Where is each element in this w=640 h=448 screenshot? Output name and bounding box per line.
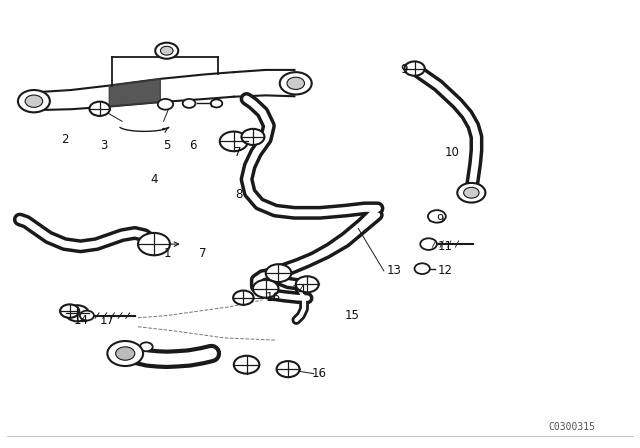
Circle shape [458,183,485,202]
Text: 2: 2 [61,133,69,146]
Text: 1: 1 [164,246,171,259]
Circle shape [161,46,173,55]
Text: 7: 7 [234,146,241,159]
Circle shape [415,263,430,274]
Circle shape [276,361,300,377]
Text: 16: 16 [312,367,326,380]
Circle shape [60,304,79,318]
Circle shape [266,264,291,282]
Circle shape [296,276,319,293]
Circle shape [140,342,153,351]
Circle shape [234,356,259,374]
Text: 4: 4 [151,173,158,186]
Circle shape [138,233,170,255]
Text: 9: 9 [436,213,444,226]
Circle shape [116,347,135,360]
Circle shape [287,77,305,90]
Text: 15: 15 [344,309,359,322]
Text: 13: 13 [387,264,402,277]
Text: 12: 12 [438,264,453,277]
Text: 17: 17 [100,314,115,327]
Circle shape [25,95,43,108]
Circle shape [66,305,89,321]
Circle shape [241,129,264,145]
Text: 8: 8 [235,189,243,202]
Text: 7: 7 [198,246,206,259]
Circle shape [253,280,278,297]
Circle shape [182,99,195,108]
Circle shape [156,43,178,59]
Text: 16: 16 [266,291,281,304]
Polygon shape [109,79,161,107]
Circle shape [108,341,143,366]
Text: C0300315: C0300315 [548,422,596,432]
Polygon shape [234,70,294,97]
Circle shape [211,99,222,108]
Circle shape [420,238,437,250]
Text: 11: 11 [438,240,453,253]
Circle shape [404,61,425,76]
Text: 14: 14 [291,284,307,297]
Text: 5: 5 [164,139,171,152]
Circle shape [280,72,312,95]
Circle shape [220,132,248,151]
Polygon shape [36,72,234,110]
Circle shape [158,99,173,110]
Circle shape [18,90,50,112]
Circle shape [90,102,110,116]
Text: 3: 3 [100,139,107,152]
Circle shape [233,291,253,305]
Text: 10: 10 [445,146,460,159]
Text: 14: 14 [74,314,89,327]
Text: 6: 6 [189,139,196,152]
Circle shape [80,310,94,320]
Circle shape [428,210,446,223]
Circle shape [463,187,479,198]
Text: 9: 9 [400,64,407,77]
